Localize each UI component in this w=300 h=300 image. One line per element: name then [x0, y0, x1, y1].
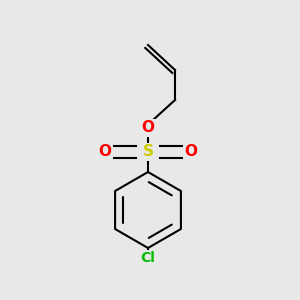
Text: Cl: Cl	[141, 251, 155, 265]
Text: O: O	[184, 145, 197, 160]
Text: O: O	[142, 121, 154, 136]
Text: S: S	[142, 145, 154, 160]
Text: O: O	[98, 145, 112, 160]
